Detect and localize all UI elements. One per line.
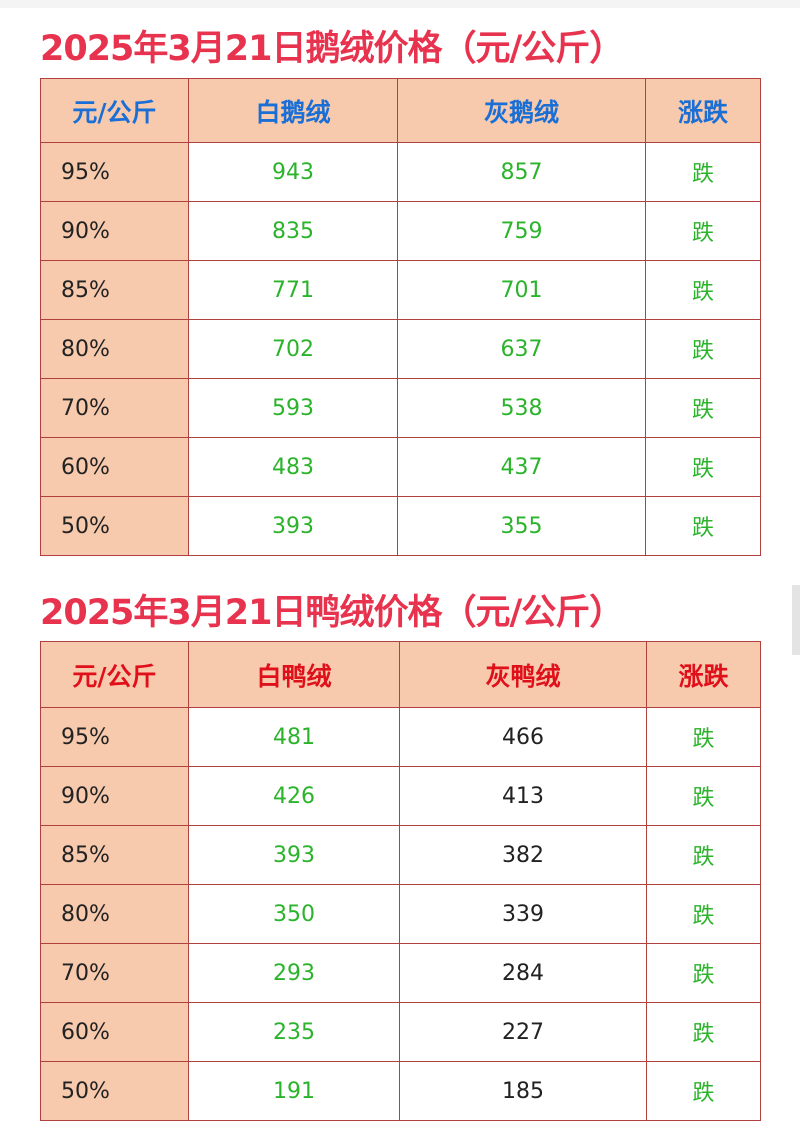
table-row: 50% 191 185 跌 [40,1061,761,1121]
white-price-cell: 426 [188,766,400,826]
top-divider [0,0,800,8]
table-row: 85% 771 701 跌 [40,260,761,320]
white-price-cell: 943 [188,142,398,202]
white-price-cell: 771 [188,260,398,320]
trend-cell: 跌 [645,378,761,438]
trend-cell: 跌 [646,825,761,885]
gray-price-cell: 701 [397,260,646,320]
white-price-cell: 593 [188,378,398,438]
grade-cell: 50% [40,1061,189,1121]
grade-cell: 70% [40,378,189,438]
white-price-cell: 191 [188,1061,400,1121]
grade-cell: 85% [40,260,189,320]
grade-cell: 95% [40,707,189,767]
white-price-cell: 393 [188,825,400,885]
white-price-cell: 393 [188,496,398,556]
trend-cell: 跌 [645,201,761,261]
trend-cell: 跌 [646,1061,761,1121]
header-row: 元/公斤 白鸭绒 灰鸭绒 涨跌 [40,641,761,708]
gray-price-cell: 637 [397,319,646,379]
trend-cell: 跌 [646,884,761,944]
grade-cell: 60% [40,437,189,497]
gray-price-cell: 857 [397,142,646,202]
white-price-cell: 293 [188,943,400,1003]
column-header: 白鸭绒 [188,641,400,708]
table-row: 80% 350 339 跌 [40,884,761,944]
white-price-cell: 481 [188,707,400,767]
column-header: 白鹅绒 [188,78,398,143]
table-row: 90% 426 413 跌 [40,766,761,826]
column-header: 元/公斤 [40,78,189,143]
table-row: 50% 393 355 跌 [40,496,761,556]
gray-price-cell: 437 [397,437,646,497]
table-row: 70% 293 284 跌 [40,943,761,1003]
grade-cell: 60% [40,1002,189,1062]
trend-cell: 跌 [645,319,761,379]
scrollbar[interactable] [792,585,800,655]
gray-price-cell: 382 [399,825,647,885]
white-price-cell: 350 [188,884,400,944]
table-row: 95% 943 857 跌 [40,142,761,202]
duck-price-table: 元/公斤 白鸭绒 灰鸭绒 涨跌 95% 481 466 跌 90% 426 413 跌 85% 393 38… [40,641,761,1121]
table-row: 80% 702 637 跌 [40,319,761,379]
gray-price-cell: 339 [399,884,647,944]
white-price-cell: 835 [188,201,398,261]
goose-title: 2025年3月21日鹅绒价格（元/公斤） [40,29,624,69]
grade-cell: 90% [40,766,189,826]
header-row: 元/公斤 白鹅绒 灰鹅绒 涨跌 [40,78,761,143]
trend-cell: 跌 [646,1002,761,1062]
table-row: 70% 593 538 跌 [40,378,761,438]
goose-price-table: 元/公斤 白鹅绒 灰鹅绒 涨跌 95% 943 857 跌 90% 835 759 跌 85% 771 70… [40,78,761,556]
column-header: 元/公斤 [40,641,189,708]
duck-title: 2025年3月21日鸭绒价格（元/公斤） [40,593,624,633]
trend-cell: 跌 [645,496,761,556]
column-header: 涨跌 [646,641,761,708]
table-row: 60% 235 227 跌 [40,1002,761,1062]
grade-cell: 80% [40,884,189,944]
table-row: 60% 483 437 跌 [40,437,761,497]
trend-cell: 跌 [645,260,761,320]
white-price-cell: 235 [188,1002,400,1062]
table-row: 90% 835 759 跌 [40,201,761,261]
trend-cell: 跌 [645,142,761,202]
grade-cell: 95% [40,142,189,202]
white-price-cell: 702 [188,319,398,379]
trend-cell: 跌 [645,437,761,497]
table-row: 85% 393 382 跌 [40,825,761,885]
gray-price-cell: 538 [397,378,646,438]
grade-cell: 80% [40,319,189,379]
white-price-cell: 483 [188,437,398,497]
gray-price-cell: 759 [397,201,646,261]
gray-price-cell: 284 [399,943,647,1003]
gray-price-cell: 185 [399,1061,647,1121]
grade-cell: 70% [40,943,189,1003]
table-row: 95% 481 466 跌 [40,707,761,767]
grade-cell: 50% [40,496,189,556]
column-header: 涨跌 [645,78,761,143]
gray-price-cell: 355 [397,496,646,556]
trend-cell: 跌 [646,707,761,767]
grade-cell: 85% [40,825,189,885]
grade-cell: 90% [40,201,189,261]
column-header: 灰鹅绒 [397,78,646,143]
trend-cell: 跌 [646,766,761,826]
gray-price-cell: 466 [399,707,647,767]
trend-cell: 跌 [646,943,761,1003]
gray-price-cell: 413 [399,766,647,826]
column-header: 灰鸭绒 [399,641,647,708]
gray-price-cell: 227 [399,1002,647,1062]
